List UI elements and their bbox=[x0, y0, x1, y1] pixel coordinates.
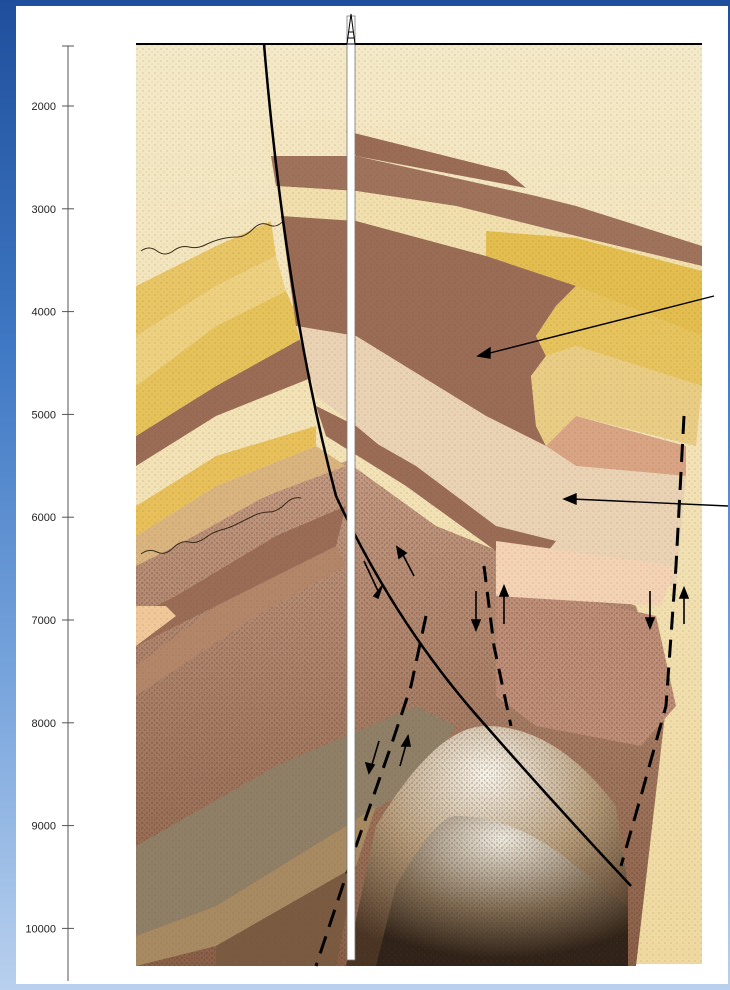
dashed-fault-center bbox=[482, 565, 513, 727]
derrick-icon bbox=[346, 13, 356, 45]
depth-tick-label: 6000 bbox=[32, 512, 56, 524]
depth-tick-label: 4000 bbox=[32, 307, 56, 319]
dashed-fault-left bbox=[314, 615, 428, 967]
depth-tick-label: 2000 bbox=[32, 101, 56, 113]
wellbore bbox=[346, 15, 356, 961]
depth-axis: 2000 3000 4000 5000 6000 7000 8000 9000 10000 bbox=[25, 45, 74, 981]
depth-tick-label: 10000 bbox=[25, 923, 56, 935]
dashed-fault-right bbox=[619, 415, 686, 867]
main-fault-line bbox=[262, 43, 632, 887]
diagram-frame: 2000 3000 4000 5000 6000 7000 8000 9000 10000 bbox=[16, 6, 728, 984]
displacement-arrows bbox=[363, 545, 690, 775]
cross-section-diagram: 2000 3000 4000 5000 6000 7000 8000 9000 10000 bbox=[25, 13, 728, 981]
depth-tick-label: 3000 bbox=[32, 204, 56, 216]
pointer-arrows bbox=[476, 295, 728, 507]
depth-tick-label: 5000 bbox=[32, 409, 56, 421]
depth-tick-label: 8000 bbox=[32, 718, 56, 730]
depth-tick-label: 9000 bbox=[32, 821, 56, 833]
depth-tick-label: 7000 bbox=[32, 615, 56, 627]
